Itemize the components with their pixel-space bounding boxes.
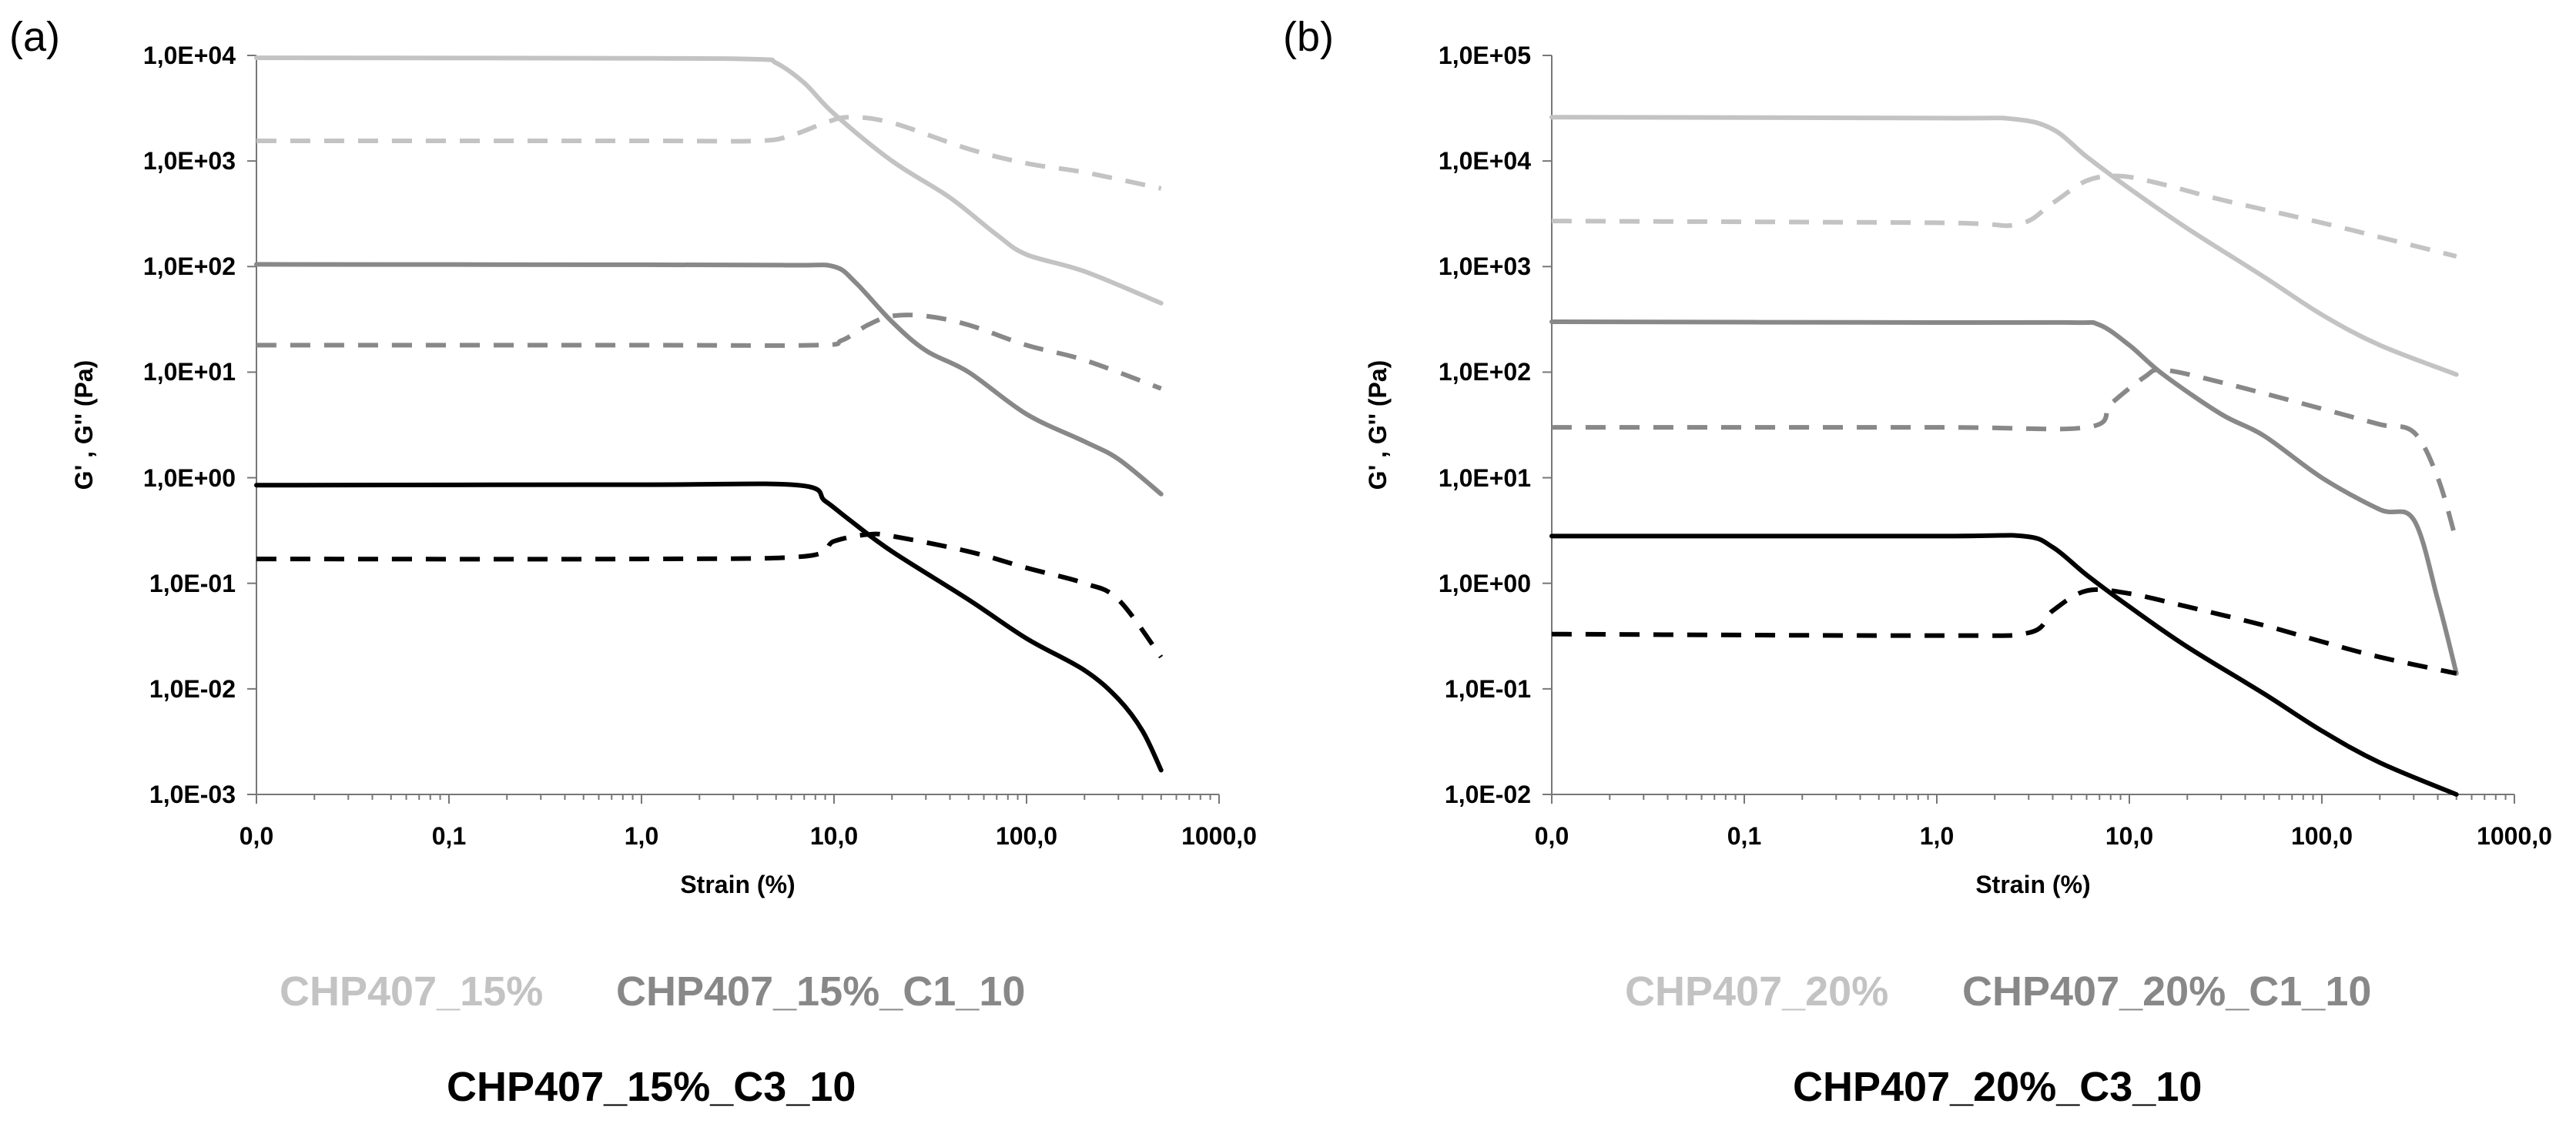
y-tick-label: 1,0E+03 <box>1439 252 1531 280</box>
x-tick-labels: 0,0 0,1 1,0 10,0 100,0 1000,0 <box>240 822 1257 850</box>
legend-entry: CHP407_15%_C1_10 <box>616 968 1025 1015</box>
y-tick-labels: 1,0E-02 1,0E-01 1,0E+00 1,0E+01 1,0E+02 … <box>1439 42 1531 808</box>
legend-entry: CHP407_20%_C1_10 <box>1962 968 2371 1015</box>
x-tick-label: 0,0 <box>1535 822 1569 850</box>
legend-entry: CHP407_15% <box>280 968 543 1015</box>
series-line-chp407-20-gdoubleprime <box>1551 173 2457 259</box>
axes <box>1543 55 2515 804</box>
x-tick-label: 1,0 <box>625 822 658 850</box>
x-axis-title: Strain (%) <box>680 871 795 898</box>
y-tick-label: 1,0E+01 <box>1439 464 1531 492</box>
axis-ticks <box>1543 55 2515 804</box>
legend-entry: CHP407_20% <box>1625 968 1888 1015</box>
chart-panel-a: (a) 1,0E-03 1,0E-02 1,0E-01 1,0E+00 1,0E… <box>9 14 1257 1110</box>
y-tick-label: 1,0E-03 <box>149 781 236 808</box>
y-tick-labels: 1,0E-03 1,0E-02 1,0E-01 1,0E+00 1,0E+01 … <box>143 42 236 808</box>
y-tick-label: 1,0E-02 <box>1445 781 1531 808</box>
y-tick-label: 1,0E-02 <box>149 675 236 703</box>
series-layer <box>254 55 1164 773</box>
y-tick-label: 1,0E+04 <box>1439 147 1531 175</box>
series-line-chp407-15-c3-10-gprime <box>254 481 1164 773</box>
x-tick-label: 0,0 <box>240 822 273 850</box>
legend-entry: CHP407_20%_C3_10 <box>1793 1064 2202 1110</box>
x-tick-label: 1000,0 <box>1181 822 1257 850</box>
x-tick-label: 100,0 <box>2291 822 2353 850</box>
y-axis-title: G' , G'' (Pa) <box>1364 360 1392 490</box>
y-tick-label: 1,0E-01 <box>149 570 236 597</box>
series-layer <box>1549 115 2459 797</box>
x-tick-labels: 0,0 0,1 1,0 10,0 100,0 1000,0 <box>1535 822 2552 850</box>
x-tick-label: 10,0 <box>2105 822 2153 850</box>
y-tick-label: 1,0E+03 <box>143 147 236 175</box>
series-line-chp407-20-c3-10-gprime <box>1549 533 2459 797</box>
y-axis-title: G' , G'' (Pa) <box>70 360 98 490</box>
panel-label: (a) <box>9 14 60 60</box>
y-tick-label: 1,0E+00 <box>1439 570 1531 597</box>
x-tick-label: 100,0 <box>996 822 1057 850</box>
y-tick-label: 1,0E+02 <box>143 252 236 280</box>
series-line-chp407-20-c1-10-gprime <box>1549 319 2459 676</box>
series-line-chp407-20-c3-10-gdoubleprime <box>1551 587 2457 676</box>
series-line-chp407-15-c1-10-gdoubleprime <box>256 313 1162 391</box>
x-tick-label: 1,0 <box>1920 822 1954 850</box>
axis-ticks <box>247 55 1220 804</box>
y-tick-label: 1,0E+02 <box>1439 358 1531 386</box>
panel-label: (b) <box>1283 14 1334 60</box>
y-tick-label: 1,0E+00 <box>143 464 236 492</box>
x-tick-label: 1000,0 <box>2477 822 2552 850</box>
x-axis-title: Strain (%) <box>1975 871 2090 898</box>
legend-entry: CHP407_15%_C3_10 <box>447 1064 856 1110</box>
legend: CHP407_20% CHP407_20%_C1_10 CHP407_20%_C… <box>1625 968 2371 1110</box>
axes <box>247 55 1220 804</box>
series-line-chp407-15-c1-10-gprime <box>254 262 1164 497</box>
series-line-chp407-20-c1-10-gdoubleprime <box>1552 367 2459 542</box>
chart-panel-b: (b) 1,0E-02 1,0E-01 1,0E+00 1,0E+01 1,0E… <box>1283 14 2552 1110</box>
y-tick-label: 1,0E+05 <box>1439 42 1531 69</box>
series-line-chp407-15-gdoubleprime <box>256 115 1162 191</box>
y-tick-label: 1,0E+01 <box>143 358 236 386</box>
x-tick-label: 0,1 <box>1727 822 1761 850</box>
y-tick-label: 1,0E-01 <box>1445 675 1531 703</box>
series-line-chp407-20-gprime <box>1549 115 2459 377</box>
y-tick-label: 1,0E+04 <box>143 42 236 69</box>
x-tick-label: 10,0 <box>810 822 858 850</box>
x-tick-label: 0,1 <box>432 822 466 850</box>
series-line-chp407-15-c3-10-gdoubleprime <box>256 531 1164 659</box>
series-line-chp407-15-gprime <box>254 55 1164 306</box>
legend: CHP407_15% CHP407_15%_C1_10 CHP407_15%_C… <box>280 968 1025 1110</box>
